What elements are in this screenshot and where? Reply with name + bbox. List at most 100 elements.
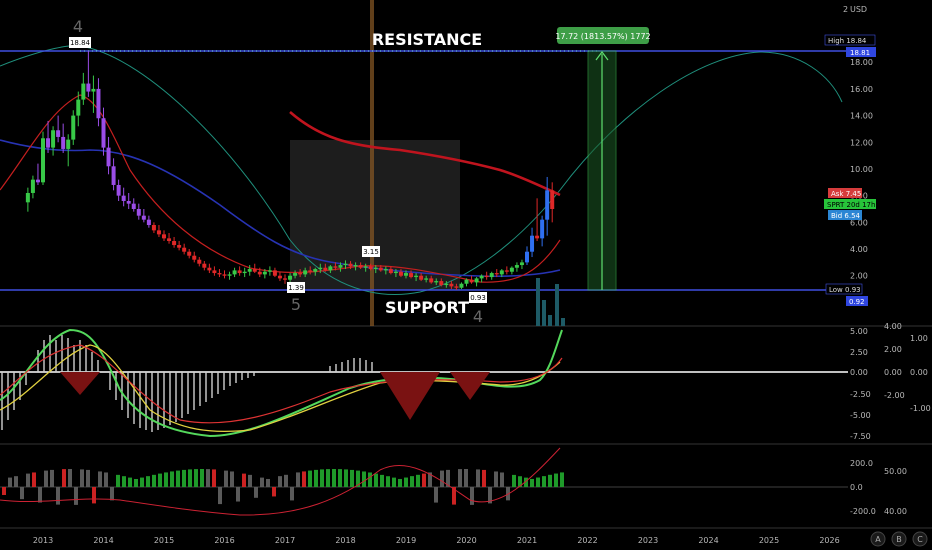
- candle-body: [469, 279, 474, 283]
- candle-body: [298, 273, 303, 275]
- bottom-bar: [440, 470, 444, 487]
- low-value: 0.92: [849, 298, 865, 306]
- bottom-bar: [416, 474, 420, 487]
- time-axis[interactable]: 2013 2014 2015 2016 2017 2018 2019 2020 2021 2022…: [33, 536, 840, 545]
- bottom-bar: [452, 487, 456, 505]
- bottom-bar: [554, 473, 558, 487]
- candle-body: [338, 265, 343, 268]
- price-tick: 16.00: [850, 85, 873, 94]
- bottom-bar: [104, 472, 108, 487]
- bottom-bar: [350, 469, 354, 487]
- resistance-label: RESISTANCE: [372, 30, 482, 49]
- ma-red: [0, 94, 561, 283]
- candle-body: [535, 235, 540, 239]
- nav-c-circle[interactable]: [912, 531, 928, 547]
- bottom-bar: [560, 472, 564, 487]
- bottom-bar: [242, 473, 246, 487]
- year-tick: 2025: [759, 536, 779, 545]
- low-tag-box: [825, 283, 863, 295]
- candle-body: [25, 192, 30, 203]
- osc-right-tick: -2.00: [884, 391, 905, 400]
- bottom-bar: [326, 469, 330, 487]
- candle-body: [106, 147, 111, 167]
- bottom-bar: [374, 473, 378, 487]
- candles-group: [25, 51, 555, 290]
- bottom-bar: [476, 469, 480, 487]
- candle-body: [66, 139, 71, 149]
- candle-body: [409, 273, 414, 278]
- measure-label-box: [557, 27, 649, 44]
- candle-body: [207, 267, 212, 271]
- bottom-bar: [248, 474, 252, 487]
- bottom-bar: [158, 473, 162, 487]
- wave-label-5: 5: [291, 295, 301, 314]
- candle-body: [368, 266, 373, 270]
- price-tick: 10.00: [850, 165, 873, 174]
- candle-body: [96, 88, 101, 119]
- high-value: 18.81: [850, 49, 870, 57]
- price-tick: 14.00: [850, 112, 873, 121]
- candle-body: [237, 270, 242, 274]
- candle-body: [419, 275, 424, 280]
- bottom-bar: [212, 469, 216, 487]
- price-tick: 4.00: [850, 245, 868, 254]
- bottom-bar: [284, 474, 288, 487]
- symbol-tag: SPRT 20d 17h: [827, 201, 875, 209]
- candle-body: [277, 275, 282, 279]
- bottom-bar: [224, 470, 228, 487]
- candle-body: [444, 283, 449, 286]
- year-tick: 2026: [819, 536, 839, 545]
- candle-body: [172, 241, 177, 246]
- nav-a-circle[interactable]: [870, 531, 886, 547]
- bottom-bar: [482, 469, 486, 487]
- bottom-bar: [194, 469, 198, 487]
- osc-left-tick: 5.00: [850, 327, 868, 336]
- osc-far-tick: -1.00: [910, 404, 931, 413]
- bottom-bar: [458, 469, 462, 487]
- bottom-bar: [410, 476, 414, 487]
- candle-body: [545, 190, 550, 220]
- bottom-bar: [56, 487, 60, 505]
- candle-body: [41, 138, 45, 183]
- bottom-bar: [80, 469, 84, 487]
- candle-body: [187, 251, 192, 256]
- nav-b-circle[interactable]: [891, 531, 907, 547]
- osc-red-areas: [60, 372, 490, 420]
- price-tick: 12.00: [850, 138, 873, 147]
- candle-body: [540, 219, 545, 239]
- bottom-bar: [428, 472, 432, 487]
- candle-body: [404, 273, 408, 276]
- candle-body: [86, 83, 91, 92]
- bottom-right-tick: 50.00: [884, 467, 907, 476]
- candle-body: [499, 270, 504, 275]
- candle-body: [293, 273, 298, 276]
- symbol-tag-box: [824, 199, 876, 209]
- bottom-bar: [116, 474, 120, 487]
- bottom-bar: [164, 472, 168, 487]
- year-tick: 2020: [456, 536, 476, 545]
- year-tick: 2016: [214, 536, 234, 545]
- candle-body: [464, 279, 469, 284]
- bottom-bar: [380, 474, 384, 487]
- candle-body: [550, 190, 555, 209]
- candle-body: [348, 263, 353, 267]
- candle-body: [388, 269, 393, 274]
- currency-label: USD: [850, 5, 867, 14]
- price-tick: 2.00: [850, 272, 868, 281]
- candle-body: [56, 130, 61, 137]
- candle-body: [378, 267, 383, 271]
- bottom-bar: [542, 476, 546, 487]
- candle-body: [71, 115, 76, 140]
- bottom-axis-left: 200.0 0.0 -200.0: [850, 459, 876, 516]
- bottom-bar: [260, 477, 264, 487]
- high-value-box: [846, 47, 876, 57]
- bottom-bar: [392, 477, 396, 487]
- price-tick: 2: [843, 5, 848, 14]
- candle-body: [514, 265, 519, 268]
- bottom-bar: [122, 476, 126, 487]
- bottom-bar: [290, 487, 294, 501]
- bottom-bar: [152, 474, 156, 487]
- candle-body: [242, 271, 247, 274]
- candle-body: [167, 238, 172, 242]
